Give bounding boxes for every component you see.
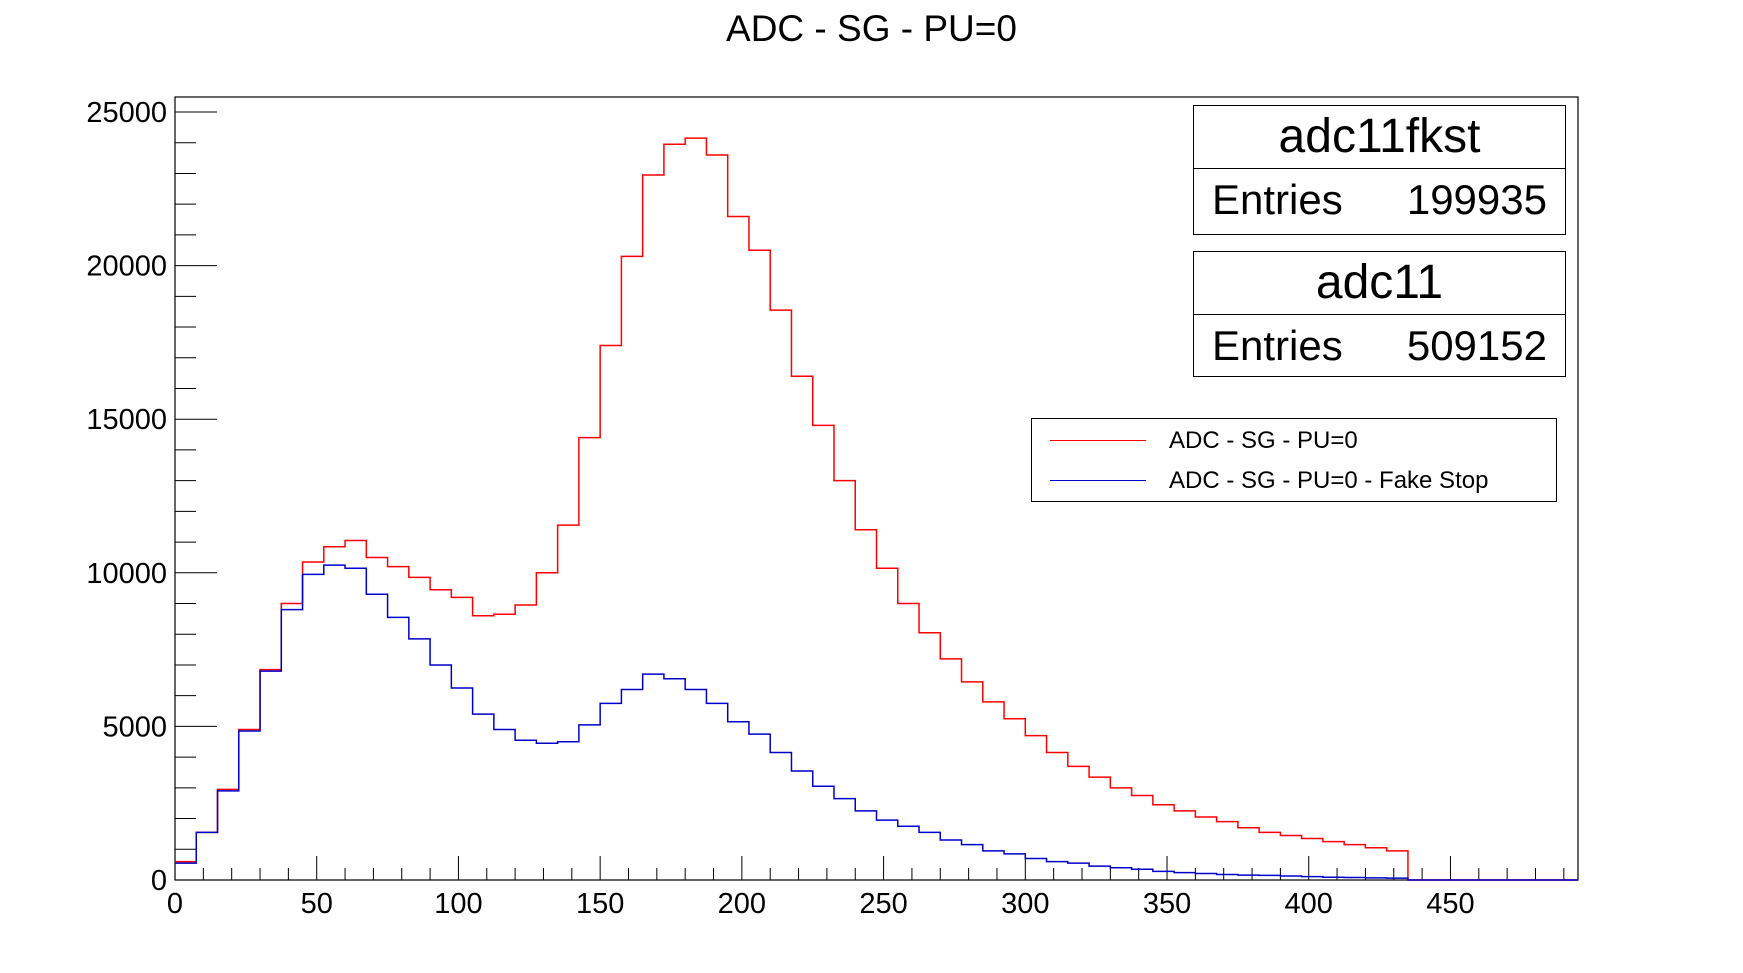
x-tick-label: 250 [859,888,907,920]
stat-entries-value: 509152 [1406,322,1547,369]
x-tick-label: 50 [301,888,333,920]
axis-ticks: 0 50 100 150 200 250 300 350 400 450 0 5000 10000 150… [86,97,1565,920]
stat-box-adc11: adc11 Entries 509152 [1193,251,1566,377]
y-tick-label: 5000 [102,711,167,743]
x-tick-label: 0 [167,888,183,920]
legend-entry: ADC - SG - PU=0 - Fake Stop [1032,461,1556,501]
legend-label: ADC - SG - PU=0 [1169,427,1358,454]
y-tick-label: 0 [151,865,167,897]
x-tick-label: 200 [718,888,766,920]
histogram-series [175,137,1578,881]
stat-entries-label: Entries [1212,176,1343,223]
legend-label: ADC - SG - PU=0 - Fake Stop [1169,467,1489,494]
stat-entries-label: Entries [1212,322,1343,369]
series-line-0 [175,137,1578,881]
plot-frame [174,96,1579,881]
chart-title: ADC - SG - PU=0 [726,8,1017,49]
x-tick-label: 100 [434,888,482,920]
y-tick-label: 25000 [86,97,167,129]
legend-swatch [1050,440,1146,441]
stat-box-title: adc11fkst [1194,106,1565,169]
x-tick-label: 300 [1001,888,1049,920]
stat-box-adc11fkst: adc11fkst Entries 199935 [1193,105,1566,235]
legend-entry: ADC - SG - PU=0 [1032,421,1556,461]
stat-box-title: adc11 [1194,252,1565,315]
stat-box-entries-row: Entries 509152 [1194,315,1565,377]
legend: ADC - SG - PU=0 ADC - SG - PU=0 - Fake S… [1031,418,1557,502]
legend-swatch [1050,480,1146,481]
stat-entries-value: 199935 [1406,176,1547,223]
series-line-1 [175,564,1578,881]
x-tick-label: 400 [1285,888,1333,920]
x-tick-label: 450 [1426,888,1474,920]
stat-box-entries-row: Entries 199935 [1194,169,1565,231]
x-tick-label: 150 [576,888,624,920]
y-tick-label: 10000 [86,558,167,590]
y-tick-label: 15000 [86,404,167,436]
y-tick-label: 20000 [86,251,167,283]
x-tick-label: 350 [1143,888,1191,920]
